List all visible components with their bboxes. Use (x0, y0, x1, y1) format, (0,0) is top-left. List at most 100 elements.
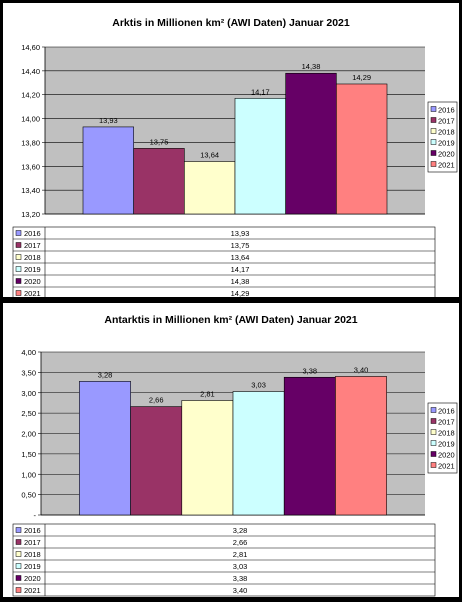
chart-title: Arktis in Millionen km² (AWI Daten) Janu… (112, 17, 350, 29)
table-swatch-2021 (15, 587, 22, 593)
legend-label-2019: 2019 (438, 139, 455, 148)
y-tick-label: 1,00 (21, 470, 36, 479)
table-series-2019: 2019 (24, 265, 41, 274)
table-value-2020: 3,38 (233, 574, 248, 583)
table-swatch-2019 (15, 266, 22, 272)
bar-2019 (232, 391, 285, 516)
legend-label-2020: 2020 (438, 451, 455, 460)
data-label-2017: 13,75 (150, 137, 169, 146)
y-tick-label: 4,00 (21, 348, 36, 357)
y-tick-label: 14,40 (21, 67, 40, 76)
data-label-2017: 2,66 (149, 396, 164, 405)
y-tick-label: 14,20 (21, 91, 40, 100)
table-value-2021: 14,29 (231, 289, 250, 297)
table-series-2021: 2021 (24, 586, 41, 595)
table-swatch-2018 (15, 551, 22, 557)
bar-2018 (184, 161, 236, 215)
table-value-2020: 14,38 (231, 277, 250, 286)
data-label-2016: 13,93 (99, 116, 118, 125)
table-swatch-2017 (15, 539, 22, 545)
table-swatch-2020 (15, 278, 22, 284)
data-label-2020: 14,38 (302, 62, 321, 71)
data-label-2018: 2,81 (200, 389, 215, 398)
table-value-2017: 2,66 (233, 538, 248, 547)
table-series-2017: 2017 (24, 241, 41, 250)
legend-label-2016: 2016 (438, 106, 455, 115)
table-swatch-2021 (15, 290, 22, 296)
bar-2016 (79, 381, 131, 516)
y-tick-label: 13,20 (21, 210, 40, 219)
table-swatch-2017 (15, 242, 22, 248)
legend-swatch-2020 (430, 150, 437, 156)
y-tick-label: 2,00 (21, 430, 36, 439)
table-series-2016: 2016 (24, 229, 41, 238)
legend-label-2018: 2018 (438, 128, 455, 137)
y-tick-label: 13,40 (21, 186, 40, 195)
legend (427, 101, 458, 173)
data-label-2021: 3,40 (354, 365, 369, 374)
table-series-2016: 2016 (24, 526, 41, 535)
data-label-2019: 14,17 (251, 87, 270, 96)
y-tick-label: 2,50 (21, 409, 36, 418)
data-label-2020: 3,38 (302, 366, 317, 375)
table-value-2017: 13,75 (231, 241, 250, 250)
table-value-2021: 3,40 (233, 586, 248, 595)
y-tick-label: 13,80 (21, 138, 40, 147)
table-value-2016: 3,28 (233, 526, 248, 535)
bar-2017 (133, 148, 185, 215)
legend-label-2018: 2018 (438, 429, 455, 438)
table-series-2019: 2019 (24, 562, 41, 571)
legend-swatch-2017 (430, 418, 437, 424)
legend-swatch-2020 (430, 451, 437, 457)
legend-swatch-2019 (430, 139, 437, 145)
legend-swatch-2019 (430, 440, 437, 446)
legend-swatch-2016 (430, 106, 437, 112)
table-series-2018: 2018 (24, 550, 41, 559)
legend-swatch-2021 (430, 161, 437, 167)
table-swatch-2019 (15, 563, 22, 569)
bar-2016 (82, 126, 134, 215)
antarctic-bar-chart: - 0,50 1,00 1,50 2,00 2,50 3,00 3,50 4,00 3,28 2,6… (12, 348, 458, 597)
legend-label-2016: 2016 (438, 407, 455, 416)
y-tick-label: 1,50 (21, 450, 36, 459)
table-value-2019: 3,03 (233, 562, 248, 571)
bar-2019 (234, 97, 286, 215)
y-tick-label: - (34, 511, 37, 520)
legend-swatch-2016 (430, 407, 437, 413)
y-tick-label: 3,50 (21, 368, 36, 377)
legend-label-2017: 2017 (438, 117, 455, 126)
table-swatch-2018 (15, 254, 22, 260)
y-tick-label: 3,00 (21, 389, 36, 398)
legend-swatch-2021 (430, 462, 437, 468)
legend-label-2021: 2021 (438, 462, 455, 471)
y-tick-label: 14,00 (21, 115, 40, 124)
arctic-bar-chart: 13,20 13,40 13,60 13,80 14,00 14,20 14,40 14,60… (12, 43, 458, 300)
bar-2017 (130, 406, 183, 516)
data-table (12, 226, 436, 300)
legend-swatch-2018 (430, 429, 437, 435)
table-value-2018: 13,64 (231, 253, 250, 262)
antarctic-chart-panel: Antarktis in Millionen km² (AWI Daten) J… (3, 303, 459, 597)
bar-2018 (181, 400, 234, 516)
legend-label-2017: 2017 (438, 418, 455, 427)
bar-2020 (285, 72, 337, 215)
y-tick-label: 13,60 (21, 162, 40, 171)
table-series-2017: 2017 (24, 538, 41, 547)
table-series-2018: 2018 (24, 253, 41, 262)
data-label-2016: 3,28 (98, 370, 113, 379)
legend (427, 402, 458, 474)
legend-label-2019: 2019 (438, 440, 455, 449)
bar-2020 (283, 376, 336, 516)
bar-2021 (335, 376, 387, 516)
y-tick-label: 0,50 (21, 491, 36, 500)
table-value-2018: 2,81 (233, 550, 248, 559)
legend-swatch-2018 (430, 128, 437, 134)
table-series-2021: 2021 (24, 289, 41, 297)
table-series-2020: 2020 (24, 277, 41, 286)
data-label-2021: 14,29 (352, 73, 371, 82)
y-tick-label: 14,60 (21, 43, 40, 52)
table-value-2019: 14,17 (231, 265, 250, 274)
legend-swatch-2017 (430, 117, 437, 123)
chart-title: Antarktis in Millionen km² (AWI Daten) J… (104, 314, 358, 326)
legend-label-2020: 2020 (438, 150, 455, 159)
